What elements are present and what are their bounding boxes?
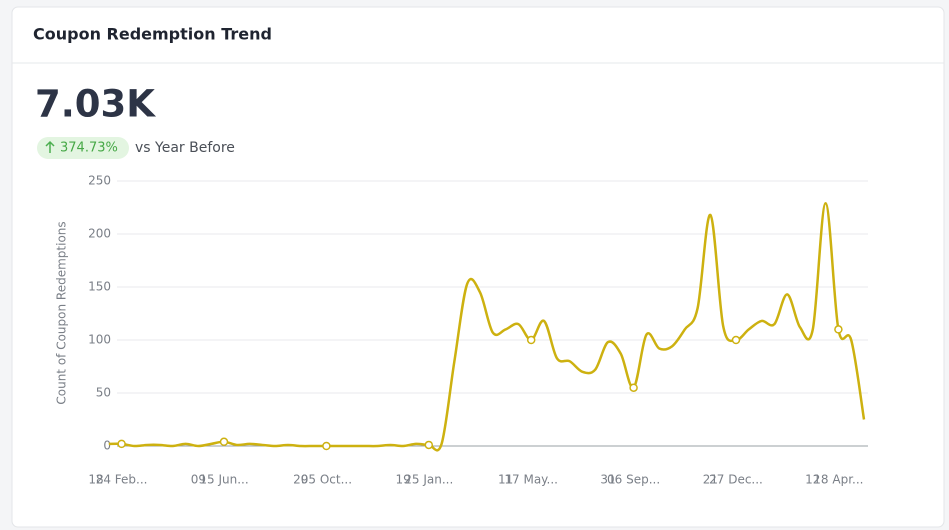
x-tick-label: 25 Jan... (404, 473, 453, 487)
y-tick-label: 200 (88, 227, 111, 241)
x-tick-label: 29 (293, 473, 308, 487)
x-tick-label: 17 May... (504, 473, 558, 487)
x-tick-label: 18 Apr... (813, 473, 863, 487)
point (219, 437, 229, 447)
x-tick-label: 24 Feb... (96, 473, 148, 487)
line (108, 202, 866, 452)
x-tick-label: 31 (600, 473, 615, 487)
card (11, 6, 945, 528)
x-tick-label: 06 Sep... (607, 473, 660, 487)
y-tick-label: 250 (88, 174, 111, 188)
x-tick-label: 05 Oct... (301, 473, 352, 487)
point (424, 440, 434, 450)
point (834, 325, 843, 334)
x-tick-label: 18 (88, 473, 103, 487)
y-axis-label: Count of Coupon Redemptions (55, 221, 69, 404)
metric: 7.03K (35, 83, 156, 126)
comparison-label: vs Year Before (135, 140, 235, 156)
y-tick-label: 150 (88, 280, 111, 294)
point (117, 439, 126, 449)
point (322, 441, 331, 451)
change-value: 374.73% (60, 141, 118, 156)
point (629, 383, 638, 392)
point (526, 335, 536, 345)
x-tick-label: 11 (498, 473, 513, 487)
y-tick-label: 100 (88, 333, 111, 347)
card-title: Coupon Redemption Trend (33, 25, 272, 44)
x-tick-label: 12 (805, 473, 820, 487)
point (731, 335, 741, 345)
x-tick-label: 09 (191, 473, 206, 487)
change-badge (37, 137, 129, 159)
y-tick-label: 50 (96, 386, 111, 400)
up-arrow (45, 140, 55, 153)
x-tick-label: 15 Jun... (199, 473, 248, 487)
x-tick-label: 19 (396, 473, 411, 487)
x-tick-label: 27 Dec... (709, 473, 763, 487)
x-tick-label: 21 (703, 473, 718, 487)
y-tick-label: 0 (103, 439, 111, 453)
